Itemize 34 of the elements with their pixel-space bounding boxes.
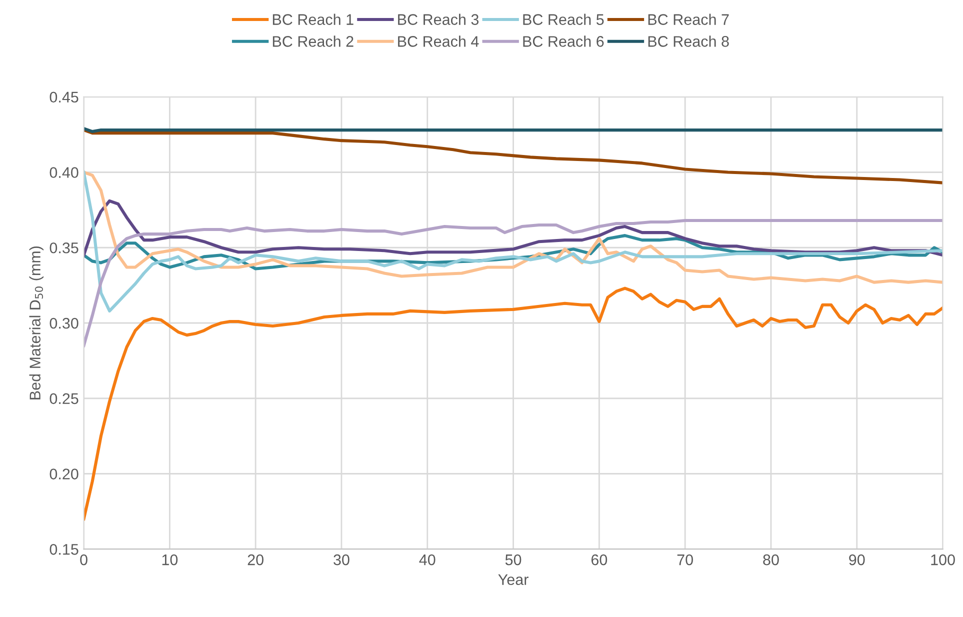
line-series — [84, 218, 943, 348]
x-tick-label: 0 — [80, 554, 88, 566]
x-axis-title: Year — [498, 574, 528, 586]
x-tick-label: 20 — [248, 554, 264, 566]
line-series — [84, 170, 943, 284]
legend-label: BC Reach 8 — [648, 36, 729, 47]
y-tick-label: 0.35 — [50, 242, 78, 254]
x-tick-label: 40 — [419, 554, 436, 566]
x-tick-label: 50 — [505, 554, 522, 566]
legend-label: BC Reach 3 — [398, 14, 479, 25]
x-tick-label: 100 — [931, 554, 955, 566]
y-tick-label: 0.45 — [50, 92, 78, 103]
line-series — [84, 170, 943, 312]
y-axis-title: Bed Material D$_{50}$ (mm) — [29, 246, 44, 400]
legend-label: BC Reach 5 — [523, 14, 604, 25]
x-tick-label: 80 — [763, 554, 779, 566]
y-tick-label: 0.30 — [50, 318, 78, 329]
legend-label: BC Reach 4 — [398, 36, 479, 47]
y-tick-label: 0.15 — [50, 544, 78, 555]
y-tick-label: 0.25 — [50, 393, 78, 404]
legend-label: BC Reach 6 — [523, 36, 604, 47]
line-series — [84, 286, 943, 521]
y-tick-label: 0.20 — [50, 468, 78, 480]
x-tick-label: 70 — [677, 554, 693, 566]
x-tick-label: 30 — [334, 554, 350, 566]
legend-label: BC Reach 1 — [272, 14, 354, 25]
x-tick-label: 10 — [162, 554, 178, 566]
x-tick-label: 90 — [849, 554, 865, 566]
y-tick-label: 0.40 — [50, 167, 78, 178]
line-series — [84, 128, 943, 184]
legend-label: BC Reach 7 — [648, 14, 729, 25]
x-tick-label: 60 — [591, 554, 608, 566]
legend-label: BC Reach 2 — [272, 36, 354, 47]
line-series — [84, 199, 943, 257]
